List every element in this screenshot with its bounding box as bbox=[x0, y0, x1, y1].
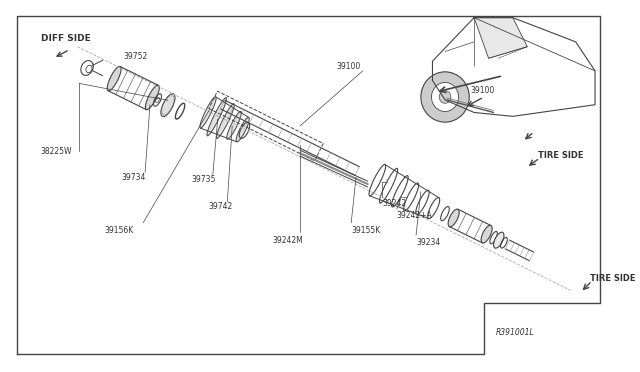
Text: 38225W: 38225W bbox=[40, 147, 72, 155]
Text: 39735: 39735 bbox=[191, 175, 216, 184]
Text: R391001L: R391001L bbox=[495, 328, 534, 337]
Ellipse shape bbox=[236, 118, 249, 142]
Text: 39234: 39234 bbox=[416, 238, 440, 247]
Text: 39100: 39100 bbox=[470, 86, 495, 95]
Ellipse shape bbox=[481, 225, 492, 243]
Polygon shape bbox=[474, 17, 527, 58]
Ellipse shape bbox=[207, 97, 227, 136]
Text: TIRE SIDE: TIRE SIDE bbox=[538, 151, 584, 160]
Text: 39752: 39752 bbox=[124, 52, 148, 61]
Ellipse shape bbox=[200, 97, 216, 128]
Text: 39156K: 39156K bbox=[104, 226, 134, 235]
Ellipse shape bbox=[448, 209, 459, 227]
Text: 39742: 39742 bbox=[208, 202, 232, 211]
Text: 39734: 39734 bbox=[121, 173, 145, 182]
Text: TIRE SIDE: TIRE SIDE bbox=[590, 275, 636, 283]
Ellipse shape bbox=[161, 94, 175, 117]
Ellipse shape bbox=[439, 91, 451, 103]
Text: 39100: 39100 bbox=[337, 61, 361, 71]
Ellipse shape bbox=[216, 104, 234, 138]
Ellipse shape bbox=[493, 232, 504, 248]
Ellipse shape bbox=[431, 83, 459, 112]
Ellipse shape bbox=[227, 111, 241, 139]
Text: DIFF SIDE: DIFF SIDE bbox=[40, 35, 90, 44]
Text: 39242+A: 39242+A bbox=[397, 212, 433, 221]
Ellipse shape bbox=[421, 72, 469, 122]
Ellipse shape bbox=[145, 85, 159, 110]
Text: 39155K: 39155K bbox=[351, 226, 380, 235]
Text: 39242M: 39242M bbox=[273, 236, 303, 245]
Text: 39242: 39242 bbox=[382, 199, 406, 208]
Ellipse shape bbox=[108, 66, 121, 91]
